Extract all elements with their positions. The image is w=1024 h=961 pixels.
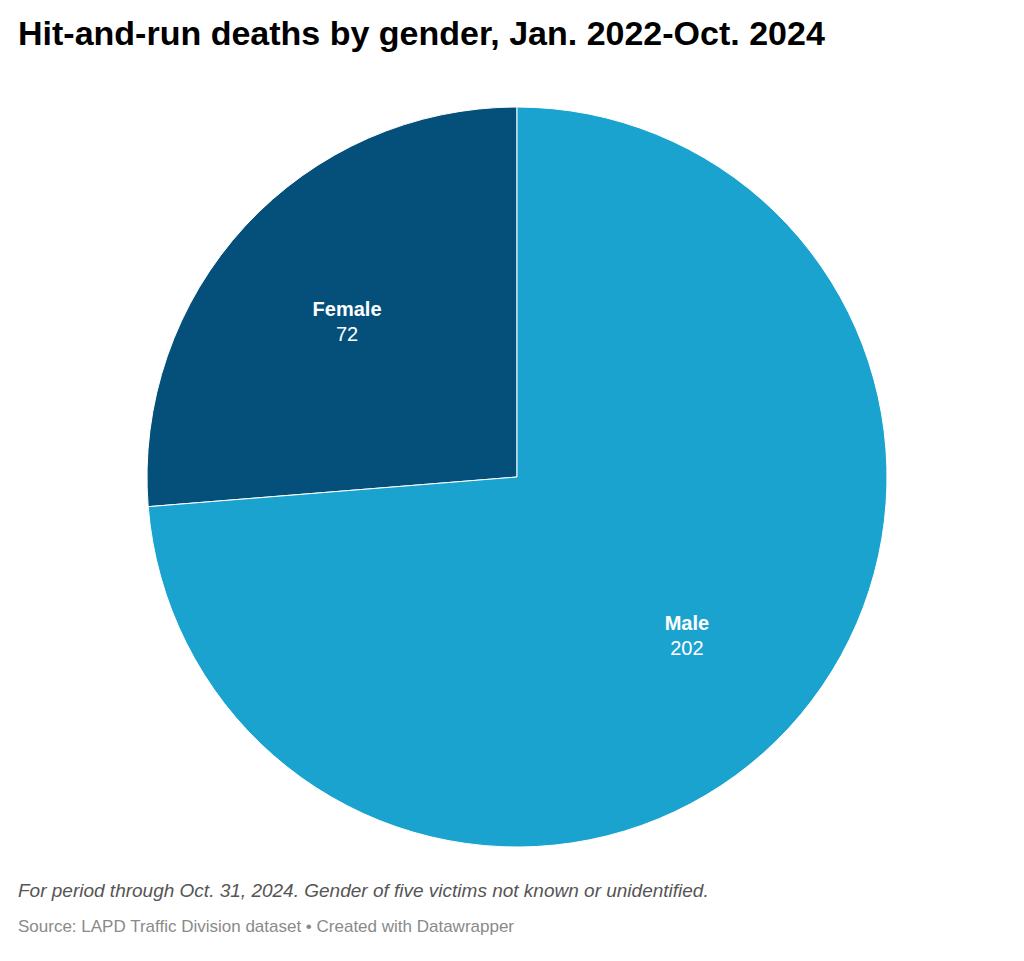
svg-text:Female: Female [313,298,382,320]
html-text:Hit-and-run deaths by gender,: Hit-and-run deaths by gender, Jan. 2022-… [18,14,825,52]
html-text:Source: LAPD Traffic Division: Source: LAPD Traffic Division dataset • … [18,917,514,936]
svg-text:Male: Male [665,612,709,634]
svg-text:72: 72 [336,323,358,345]
svg-text:202: 202 [670,637,703,659]
html-text:For period through Oct. 31, 20: For period through Oct. 31, 2024. Gender… [18,880,709,901]
